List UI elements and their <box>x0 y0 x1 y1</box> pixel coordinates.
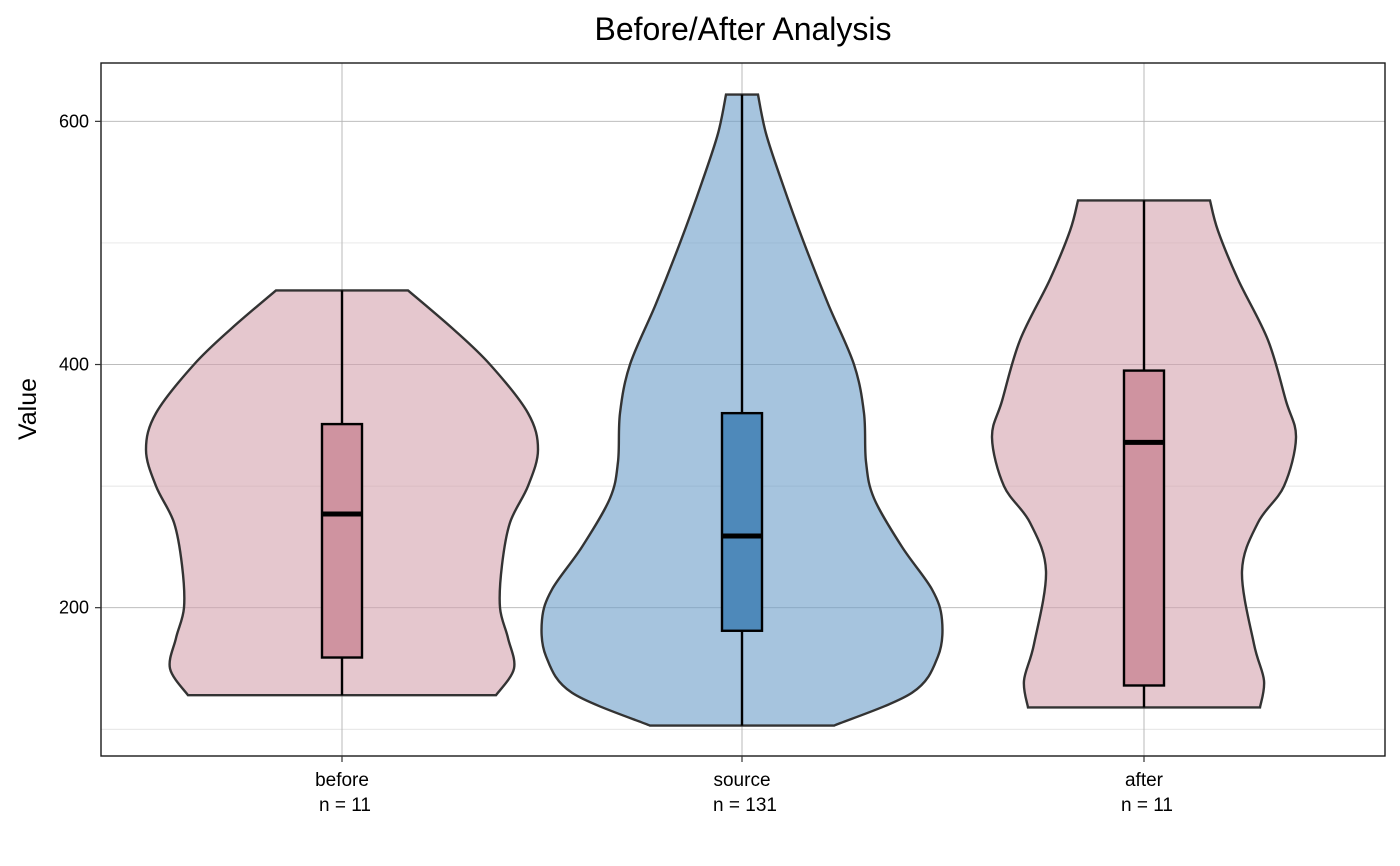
y-tick-label: 200 <box>59 598 89 618</box>
y-tick-label: 600 <box>59 111 89 131</box>
y-axis-label: Value <box>14 378 42 440</box>
chart-title: Before/After Analysis <box>594 11 891 47</box>
plot-frame <box>100 62 1386 757</box>
x-tick-label: source <box>713 770 770 791</box>
boxplot-layer <box>320 94 1166 726</box>
y-tick-label: 400 <box>59 355 89 375</box>
x-tick-count-label: n = 131 <box>713 795 777 816</box>
x-tick-label: before <box>315 770 369 791</box>
iqr-box-source <box>720 411 764 632</box>
x-tick-label: after <box>1125 770 1164 791</box>
axis-layer: 200 400 600 before n = 11 source n = 131 after n… <box>59 111 1173 816</box>
iqr-box-before <box>320 422 364 659</box>
x-tick-count-label: n = 11 <box>319 795 371 816</box>
x-tick-count-label: n = 11 <box>1121 795 1173 816</box>
iqr-box-after <box>1122 369 1166 687</box>
